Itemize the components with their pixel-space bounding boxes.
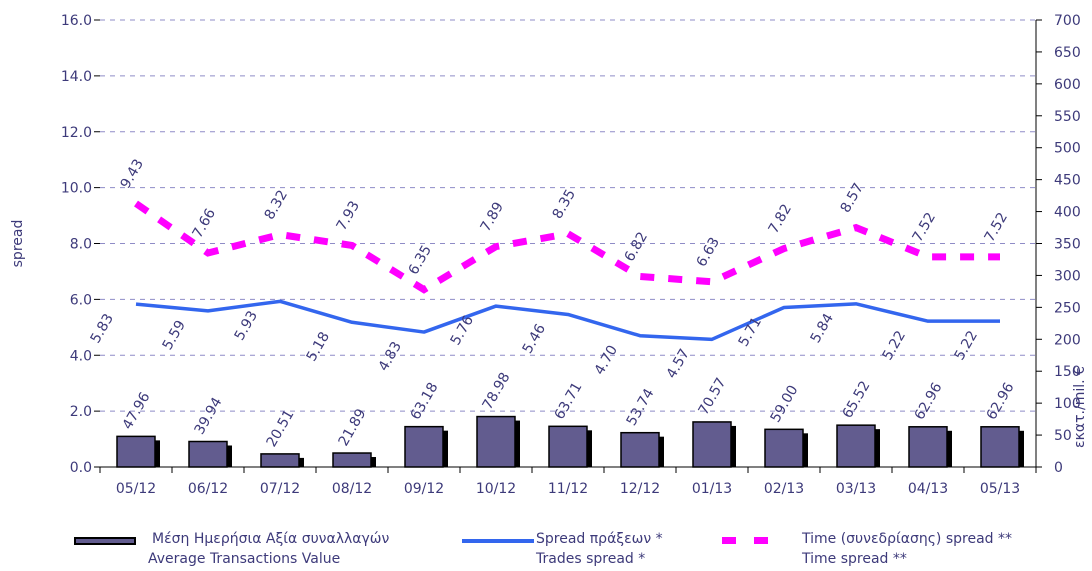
time-spread-label: 8.35 xyxy=(550,187,579,222)
x-tick-label: 12/12 xyxy=(620,481,660,497)
trades-spread-label: 4.70 xyxy=(592,343,621,378)
x-tick-label: 02/13 xyxy=(764,481,804,497)
bar-value-label: 39.94 xyxy=(192,395,226,438)
left-tick-label: 2.0 xyxy=(70,404,92,420)
right-tick-label: 650 xyxy=(1054,45,1081,61)
left-tick-label: 10.0 xyxy=(61,181,92,197)
bar xyxy=(980,426,1020,468)
trades-spread-label: 5.84 xyxy=(808,311,837,346)
x-tick-label: 10/12 xyxy=(476,481,516,497)
trades-spread-label: 5.83 xyxy=(88,311,117,346)
bar xyxy=(116,435,156,468)
bar-value-label: 78.98 xyxy=(480,370,514,413)
time-spread-label: 9.43 xyxy=(118,157,147,192)
trades-spread-label: 5.93 xyxy=(232,308,261,343)
right-tick-label: 100 xyxy=(1054,396,1081,412)
time-spread-label: 7.82 xyxy=(766,202,795,237)
bar-value-label: 63.71 xyxy=(552,380,586,423)
right-tick-label: 600 xyxy=(1054,77,1081,93)
time-spread-label: 8.32 xyxy=(262,188,291,223)
bar xyxy=(188,440,228,468)
left-tick-label: 12.0 xyxy=(61,125,92,141)
time-spread-label: 7.93 xyxy=(334,198,363,233)
right-tick-label: 250 xyxy=(1054,300,1081,316)
right-tick-label: 0 xyxy=(1054,460,1063,476)
bar-value-label: 20.51 xyxy=(264,407,298,450)
x-tick-label: 04/13 xyxy=(908,481,948,497)
bar-value-label: 62.96 xyxy=(984,380,1018,423)
trades-spread-label: 4.57 xyxy=(664,346,693,381)
bar xyxy=(692,421,732,468)
x-tick-label: 08/12 xyxy=(332,481,372,497)
right-tick-label: 50 xyxy=(1054,428,1072,444)
x-tick-label: 07/12 xyxy=(260,481,300,497)
right-tick-label: 200 xyxy=(1054,332,1081,348)
bar xyxy=(764,428,804,468)
trades-spread-label: 5.71 xyxy=(736,314,765,349)
time-spread-label: 7.52 xyxy=(982,210,1011,245)
trades-spread-label: 5.18 xyxy=(304,329,333,364)
left-tick-label: 16.0 xyxy=(61,13,92,29)
bar xyxy=(548,425,588,468)
right-tick-label: 550 xyxy=(1054,109,1081,125)
bar-value-label: 21.89 xyxy=(336,406,370,449)
time-spread-label: 6.63 xyxy=(694,235,723,270)
trades-spread-label: 4.83 xyxy=(376,339,405,374)
bar xyxy=(260,453,300,468)
time-spread-label: 6.35 xyxy=(406,243,435,278)
right-tick-label: 150 xyxy=(1054,364,1081,380)
x-tick-label: 05/12 xyxy=(116,481,156,497)
bar xyxy=(332,452,372,468)
left-tick-label: 0.0 xyxy=(70,460,92,476)
bar-value-label: 62.96 xyxy=(912,380,946,423)
bar-value-label: 63.18 xyxy=(408,380,442,423)
x-tick-label: 06/12 xyxy=(188,481,228,497)
right-tick-label: 300 xyxy=(1054,268,1081,284)
left-tick-label: 6.0 xyxy=(70,292,92,308)
bar xyxy=(620,431,660,468)
left-tick-label: 4.0 xyxy=(70,348,92,364)
bar xyxy=(476,415,516,468)
time-spread-label: 7.66 xyxy=(190,206,219,241)
bar xyxy=(908,426,948,468)
x-tick-label: 03/13 xyxy=(836,481,876,497)
time-spread-label: 7.89 xyxy=(478,200,507,235)
bar-value-label: 65.52 xyxy=(840,378,874,421)
right-tick-label: 500 xyxy=(1054,141,1081,157)
x-tick-label: 05/13 xyxy=(980,481,1020,497)
bar-value-label: 59.00 xyxy=(768,383,802,426)
right-tick-label: 400 xyxy=(1054,205,1081,221)
trades-spread-label: 5.59 xyxy=(160,318,189,353)
time-spread-label: 6.82 xyxy=(622,229,651,264)
x-tick-label: 09/12 xyxy=(404,481,444,497)
trades-spread-line xyxy=(135,299,1000,342)
y-right-title: εκατ./mil. € xyxy=(1072,366,1088,448)
left-tick-label: 8.0 xyxy=(70,237,92,253)
bar xyxy=(404,425,444,468)
time-spread-line xyxy=(134,200,1000,294)
right-tick-label: 350 xyxy=(1054,237,1081,253)
bar-value-label: 53.74 xyxy=(624,386,658,429)
left-tick-label: 14.0 xyxy=(61,69,92,85)
right-tick-label: 700 xyxy=(1054,13,1081,29)
trades-spread-label: 5.76 xyxy=(448,313,477,348)
x-tick-label: 01/13 xyxy=(692,481,732,497)
bar xyxy=(836,424,876,468)
trades-spread-label: 5.22 xyxy=(880,328,909,363)
trades-spread-label: 5.22 xyxy=(952,328,981,363)
right-tick-label: 450 xyxy=(1054,173,1081,189)
time-spread-label: 8.57 xyxy=(838,181,867,216)
trades-spread-label: 5.46 xyxy=(520,321,549,356)
x-tick-label: 11/12 xyxy=(548,481,588,497)
time-spread-label: 7.52 xyxy=(910,210,939,245)
y-left-title: spread xyxy=(10,220,26,268)
